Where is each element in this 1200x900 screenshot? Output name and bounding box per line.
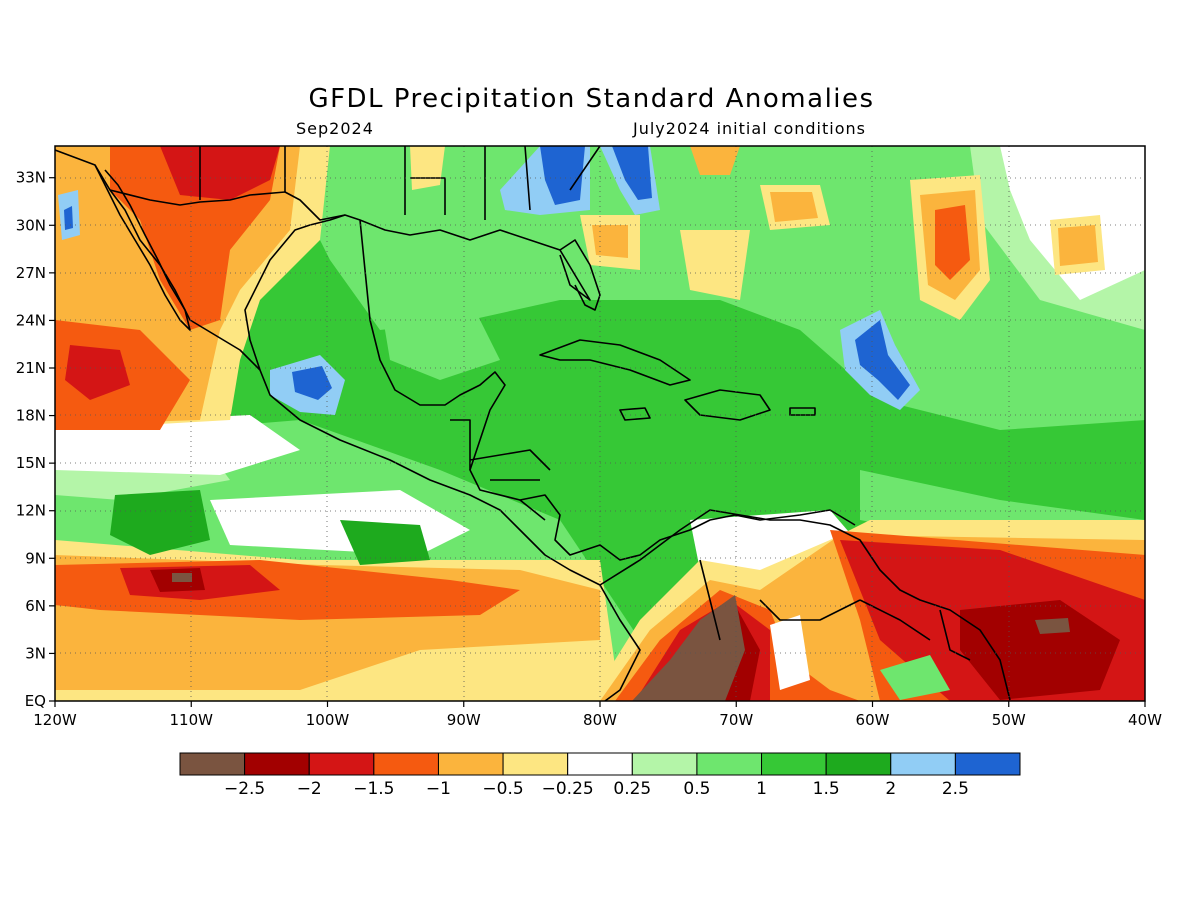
coastlines: [55, 146, 1011, 701]
colorbar-swatch: [761, 752, 827, 776]
anomaly-field: [55, 146, 1145, 701]
field-dark-green-pacific: [110, 490, 210, 555]
colorbar-swatch: [954, 752, 1021, 776]
field-blue-mexico: [292, 366, 332, 400]
colorbar-label: −2.5: [224, 779, 265, 799]
colorbar-swatch: [890, 752, 956, 776]
colorbar-label: −2: [297, 779, 322, 799]
lat-tick-label: 15N: [16, 454, 46, 472]
colorbar-label: 1.5: [813, 779, 840, 799]
lat-tick-label: EQ: [25, 692, 46, 710]
lat-tick-label: 33N: [16, 169, 46, 187]
field-orange-yellow-atlantic-b: [770, 192, 818, 222]
lon-tick-label: 120W: [33, 711, 77, 729]
lon-tick-label: 40W: [1128, 711, 1162, 729]
coast-pacific-north-america: [55, 149, 641, 701]
lat-tick-label: 21N: [16, 359, 46, 377]
lon-tick-label: 110W: [170, 711, 214, 729]
colorbar-swatch: [631, 752, 698, 776]
lat-tick-label: 12N: [16, 502, 46, 520]
field-yellow-atlantic-c: [680, 230, 750, 300]
field-white-sa: [770, 615, 810, 690]
lat-tick-label: 24N: [16, 311, 46, 329]
axis-ticks: 120W 110W 100W 90W 80W 70W 60W 50W 40W EQ 3N 6N 9N 12…: [16, 169, 1162, 729]
colorbar-swatch: [308, 752, 375, 776]
coast-baja: [94, 164, 191, 331]
colorbar-swatch: [567, 752, 633, 776]
field-orange-yellow-atlantic-d: [592, 225, 628, 258]
chart-title: GFDL Precipitation Standard Anomalies: [308, 84, 875, 114]
colorbar-label: 2: [885, 779, 896, 799]
colorbar-label: 2.5: [942, 779, 969, 799]
colorbar-label: 0.5: [683, 779, 710, 799]
colorbar-label: −1: [426, 779, 451, 799]
lat-tick-label: 27N: [16, 264, 46, 282]
field-orange-atlantic-a: [935, 205, 970, 280]
border-us-mexico: [109, 189, 346, 221]
field-orange-yellow-atlantic-f: [1058, 225, 1098, 266]
field-blue-atlantic: [855, 320, 910, 400]
coast-south-america: [599, 509, 1011, 701]
field-blue-baja: [64, 206, 73, 230]
colorbar-swatch: [825, 752, 892, 776]
field-brown-sa-east: [1035, 618, 1070, 634]
field-blue-carolinas: [612, 146, 652, 200]
lon-tick-label: 90W: [447, 711, 481, 729]
lat-tick-label: 18N: [16, 407, 46, 425]
field-orange-yellow-atlantic-e: [690, 146, 740, 175]
field-red-west: [65, 345, 130, 400]
valid-month-label: Sep2024: [296, 119, 374, 138]
field-light-green-sa: [880, 655, 950, 700]
colorbar-swatch: [179, 752, 246, 776]
colorbar-label: −1.5: [353, 779, 394, 799]
colorbar-label: −0.5: [482, 779, 523, 799]
coast-florida: [559, 239, 601, 311]
lon-tick-label: 60W: [856, 711, 890, 729]
field-yellow-texas: [410, 146, 445, 190]
coast-cuba: [539, 339, 691, 386]
lat-tick-label: 6N: [25, 597, 46, 615]
lon-tick-label: 70W: [719, 711, 753, 729]
init-conditions-label: July2024 initial conditions: [633, 119, 866, 138]
border-central-america: [450, 419, 551, 521]
field-dark-green-gulf: [340, 520, 430, 565]
colorbar-swatch: [373, 752, 439, 776]
colorbar-label: 0.25: [613, 779, 651, 799]
colorbar-label: 1: [756, 779, 767, 799]
field-brown-sa: [632, 595, 745, 701]
field-red-nw: [160, 146, 280, 200]
colorbar-swatch: [502, 752, 569, 776]
field-dark-red-sa-east: [960, 600, 1120, 700]
border-south-america: [699, 559, 971, 661]
colorbar-label: −0.25: [542, 779, 594, 799]
lat-tick-label: 30N: [16, 216, 46, 234]
coast-jamaica: [619, 407, 651, 421]
colorbar: −2.5 −2 −1.5 −1 −0.5 −0.25 0.25 0.5 1 1.5 2 2.5: [179, 752, 1021, 799]
lon-tick-label: 50W: [992, 711, 1026, 729]
lat-tick-label: 9N: [25, 549, 46, 567]
field-blue-se-us: [540, 146, 585, 205]
graticule: [55, 146, 1145, 701]
colorbar-swatch: [244, 752, 310, 776]
colorbar-swatch: [437, 752, 504, 776]
lon-tick-label: 100W: [306, 711, 350, 729]
colorbar-swatch: [696, 752, 763, 776]
lon-tick-label: 80W: [583, 711, 617, 729]
field-brown-south: [172, 573, 192, 582]
lat-tick-label: 3N: [25, 644, 46, 662]
